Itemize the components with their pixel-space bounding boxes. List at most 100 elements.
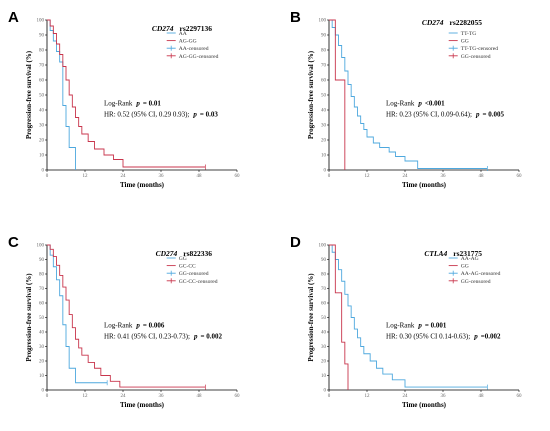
y-tick-label: 100 xyxy=(319,19,327,24)
legend-label: AG-GG xyxy=(179,39,197,45)
gene-name: CTLA4 xyxy=(424,249,447,258)
logrank-label: Log-Rank xyxy=(386,100,415,108)
hr-stat: HR: 0.30 (95% CI 0.14-0.63); p =0.002 xyxy=(386,333,501,341)
y-tick-label: 50 xyxy=(39,316,45,321)
y-axis-title: Progression-free survival (%) xyxy=(307,273,315,362)
legend-label: AA-censored xyxy=(179,46,209,52)
legend-label: AA-AG-censored xyxy=(461,271,501,277)
x-tick-label: 60 xyxy=(235,174,241,179)
y-tick-label: 40 xyxy=(39,109,45,114)
y-tick-label: 10 xyxy=(39,374,45,379)
panel-c: C CD274 rs822336 0 10 20 30 40 50 60 70 80 90 100 0 12 2… xyxy=(8,234,240,409)
legend-label: GG xyxy=(461,264,469,270)
hr-p: = 0.005 xyxy=(482,111,504,119)
x-tick-label: 12 xyxy=(83,394,89,399)
km-curve-aa-ag xyxy=(329,244,488,388)
km-curve-gg xyxy=(47,244,108,384)
y-tick-label: 90 xyxy=(39,34,45,39)
y-tick-label: 100 xyxy=(37,19,45,24)
panel-a: A CD274 rs2297136 0 10 20 30 40 50 60 70 80 90 100 0 12… xyxy=(8,9,240,189)
panel-letter: B xyxy=(290,9,301,26)
y-tick-label: 100 xyxy=(319,244,327,249)
y-tick-label: 0 xyxy=(42,169,45,174)
p-symbol: p xyxy=(417,322,422,330)
y-tick-label: 0 xyxy=(324,169,327,174)
legend-label: GG-censored xyxy=(179,271,209,277)
panel-b: B CD274 rs2282055 0 10 20 30 40 50 60 70 80 90 100 0 12… xyxy=(290,9,522,189)
x-axis-title: Time (months) xyxy=(120,401,165,409)
x-tick-label: 36 xyxy=(159,394,165,399)
logrank-label: Log-Rank xyxy=(104,322,133,330)
y-tick-label: 100 xyxy=(37,244,45,249)
y-tick-label: 30 xyxy=(39,345,45,350)
legend-entry: AG-GG-censored xyxy=(166,53,219,60)
legend-label: AA-AG xyxy=(461,256,479,262)
x-tick-label: 36 xyxy=(441,174,447,179)
y-tick-label: 40 xyxy=(321,331,327,336)
panel-letter: C xyxy=(8,234,19,251)
hr-text: HR: 0.41 (95% CI, 0.23-0.73); xyxy=(104,333,190,341)
legend-label: GG xyxy=(461,39,469,45)
x-axis-title: Time (months) xyxy=(402,401,447,409)
legend-label: GG-censored xyxy=(461,54,491,60)
gene-name: CD274 xyxy=(422,18,444,27)
y-tick-label: 40 xyxy=(321,109,327,114)
legend-entry: GC-CC-censored xyxy=(166,278,218,285)
y-tick-label: 10 xyxy=(321,154,327,159)
y-tick-label: 0 xyxy=(42,389,45,394)
x-tick-label: 12 xyxy=(365,174,371,179)
x-tick-label: 24 xyxy=(121,174,127,179)
logrank-label: Log-Rank xyxy=(104,100,133,108)
logrank-stat: Log-Rank p = 0.006 xyxy=(104,322,165,330)
panel-title: CD274 rs822336 xyxy=(156,249,213,258)
legend-entry: AA xyxy=(166,31,187,37)
y-tick-label: 30 xyxy=(321,345,327,350)
x-tick-label: 48 xyxy=(479,394,485,399)
legend-label: GG-censored xyxy=(461,279,491,285)
logrank-stat: Log-Rank p <0.001 xyxy=(386,100,445,108)
y-tick-label: 90 xyxy=(321,258,327,263)
legend-label: GC-CC-censored xyxy=(179,279,218,285)
y-tick-label: 80 xyxy=(39,49,45,54)
panel-d: D CTLA4 rs231775 0 10 20 30 40 50 60 70 80 90 100 0 12 2… xyxy=(290,234,522,409)
legend-label: AA xyxy=(179,31,187,37)
legend-entry: GG-censored xyxy=(448,53,491,60)
logrank-stat: Log-Rank p = 0.01 xyxy=(104,100,161,108)
x-tick-label: 60 xyxy=(235,394,241,399)
panel-title: CTLA4 rs231775 xyxy=(424,249,482,258)
hr-stat: HR: 0.41 (95% CI, 0.23-0.73); p = 0.002 xyxy=(104,333,222,341)
gene-name: CD274 xyxy=(152,24,174,33)
legend-entry: AA-AG-censored xyxy=(448,270,501,277)
km-curve-gc-cc xyxy=(47,244,206,388)
y-tick-label: 40 xyxy=(39,331,45,336)
x-tick-label: 12 xyxy=(83,174,89,179)
legend-entry: GC-CC xyxy=(166,264,196,270)
y-tick-label: 80 xyxy=(39,273,45,278)
km-curve-ag-gg xyxy=(47,19,206,168)
x-tick-label: 0 xyxy=(46,174,49,179)
x-tick-label: 48 xyxy=(479,174,485,179)
legend-entry: TT-TG xyxy=(448,31,476,37)
y-tick-label: 80 xyxy=(321,49,327,54)
hr-stat: HR: 0.23 (95% CI, 0.09-0.64); p = 0.005 xyxy=(386,111,504,119)
p-symbol: p xyxy=(193,333,198,341)
x-tick-label: 0 xyxy=(328,394,331,399)
snp-id: rs2297136 xyxy=(180,24,213,33)
x-tick-label: 12 xyxy=(365,394,371,399)
panel-title: CD274 rs2297136 xyxy=(152,24,212,33)
x-axis-title: Time (months) xyxy=(402,181,447,189)
y-tick-label: 20 xyxy=(321,360,327,365)
hr-text: HR: 0.23 (95% CI, 0.09-0.64); xyxy=(386,111,472,119)
km-curve-aa xyxy=(47,19,76,170)
logrank-stat: Log-Rank p = 0.001 xyxy=(386,322,447,330)
y-tick-label: 0 xyxy=(324,389,327,394)
legend-entry: AG-GG xyxy=(166,39,197,45)
km-curve-tt-tg xyxy=(329,19,488,169)
snp-id: rs2282055 xyxy=(450,18,483,27)
p-symbol: p xyxy=(135,322,140,330)
y-tick-label: 70 xyxy=(39,287,45,292)
x-tick-label: 24 xyxy=(121,394,127,399)
snp-id: rs822336 xyxy=(183,249,212,258)
legend-entry: TT-TG-censored xyxy=(448,45,498,52)
x-tick-label: 60 xyxy=(517,174,523,179)
